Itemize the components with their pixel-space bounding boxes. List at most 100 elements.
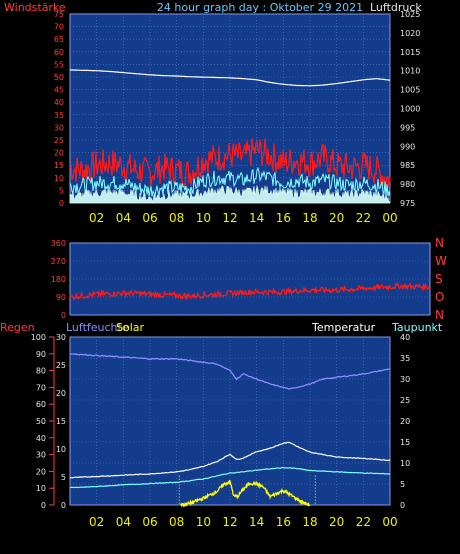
climate-panel: 0102030405060708090100051015202530051015… (31, 333, 410, 529)
wind-tick-label: 35 (54, 111, 64, 120)
compass-label: N (435, 308, 444, 322)
time-axis-label: 20 (329, 211, 344, 225)
pressure-tick-label: 1000 (400, 105, 420, 114)
wind-plot-area (69, 13, 391, 204)
humidity-series (69, 353, 391, 390)
pressure-tick-label: 1005 (400, 86, 420, 95)
climate-panel-headers: Regen Luftfeuchte Solar Temperatur Taupu… (0, 321, 443, 334)
pressure-tick-label: 995 (400, 123, 415, 132)
solar-tick-label: 30 (56, 333, 66, 342)
time-axis-label: 16 (276, 211, 291, 225)
wind-tick-label: 40 (54, 98, 64, 107)
compass-label: N (435, 236, 444, 250)
direction-tick-label: 0 (61, 311, 66, 320)
time-axis-label: 06 (142, 211, 157, 225)
header-solar: Solar (116, 321, 145, 334)
humidity-tick-label: 70 (36, 383, 46, 392)
wind-speed-series (69, 166, 391, 198)
time-axis-label: 18 (302, 515, 317, 529)
solar-tick-label: 10 (56, 445, 66, 454)
wind-tick-label: 65 (54, 35, 64, 44)
time-axis-label: 20 (329, 515, 344, 529)
humidity-tick-label: 80 (36, 367, 46, 376)
humidity-tick-label: 10 (36, 484, 46, 493)
wind-gust-fill-series (69, 185, 391, 204)
temperature-tick-label: 10 (400, 459, 410, 468)
temperature-series (69, 441, 391, 479)
time-axis-label: 22 (356, 515, 371, 529)
solar-tick-label: 25 (56, 361, 66, 370)
time-axis-label: 00 (382, 515, 397, 529)
temperature-tick-label: 25 (400, 396, 410, 405)
wind-tick-label: 0 (59, 199, 64, 208)
temperature-tick-label: 20 (400, 417, 410, 426)
wind-pressure-panel: 0510152025303540455055606570759759809859… (54, 10, 421, 225)
compass-label: O (435, 290, 444, 304)
pressure-tick-label: 1015 (400, 48, 420, 57)
time-axis-label: 08 (169, 515, 184, 529)
direction-tick-label: 270 (51, 257, 66, 266)
temperature-tick-label: 30 (400, 375, 410, 384)
humidity-tick-label: 50 (36, 417, 46, 426)
time-axis-label: 14 (249, 515, 264, 529)
pressure-tick-label: 1020 (400, 29, 420, 38)
compass-label: W (435, 254, 447, 268)
header-luftfeuchte: Luftfeuchte (66, 321, 129, 334)
wind-tick-label: 5 (59, 186, 64, 195)
solar-tick-label: 0 (61, 501, 66, 510)
pressure-axis-title: Luftdruck (370, 1, 422, 14)
wind-tick-label: 10 (54, 174, 64, 183)
wind-tick-label: 45 (54, 86, 64, 95)
humidity-tick-label: 100 (31, 333, 46, 342)
temperature-tick-label: 35 (400, 354, 410, 363)
time-axis-label: 00 (382, 211, 397, 225)
humidity-tick-label: 90 (36, 350, 46, 359)
direction-tick-label: 180 (51, 275, 66, 284)
time-axis-label: 04 (116, 211, 131, 225)
pressure-tick-label: 990 (400, 142, 415, 151)
humidity-tick-label: 40 (36, 434, 46, 443)
wind-tick-label: 30 (54, 123, 64, 132)
solar-tick-label: 5 (61, 473, 66, 482)
header-taupunkt: Taupunkt (391, 321, 443, 334)
pressure-tick-label: 1010 (400, 67, 420, 76)
header-temperatur: Temperatur (311, 321, 376, 334)
humidity-tick-label: 30 (36, 451, 46, 460)
time-axis-label: 10 (196, 211, 211, 225)
wind-tick-label: 75 (54, 10, 64, 19)
pressure-tick-label: 1025 (400, 10, 420, 19)
time-axis-label: 18 (302, 211, 317, 225)
chart-title: 24 hour graph day : Oktober 29 2021 (157, 1, 363, 14)
time-axis-label: 04 (116, 515, 131, 529)
time-axis-label: 10 (196, 515, 211, 529)
wind-direction-series (69, 281, 431, 301)
direction-tick-label: 90 (56, 293, 66, 302)
wind-tick-label: 55 (54, 60, 64, 69)
time-axis-label: 02 (89, 211, 104, 225)
time-axis-label: 06 (142, 515, 157, 529)
solar-tick-label: 20 (56, 389, 66, 398)
humidity-tick-label: 0 (41, 501, 46, 510)
temperature-tick-label: 0 (400, 501, 405, 510)
time-axis-label: 12 (222, 515, 237, 529)
time-axis-label: 12 (222, 211, 237, 225)
wind-tick-label: 15 (54, 161, 64, 170)
solar-tick-label: 15 (56, 417, 66, 426)
time-axis-label: 16 (276, 515, 291, 529)
compass-label: S (435, 272, 443, 286)
wind-tick-label: 60 (54, 48, 64, 57)
pressure-tick-label: 980 (400, 180, 415, 189)
pressure-tick-label: 975 (400, 199, 415, 208)
humidity-tick-label: 20 (36, 467, 46, 476)
temperature-tick-label: 15 (400, 438, 410, 447)
time-axis-label: 08 (169, 211, 184, 225)
solar-series (180, 479, 311, 508)
temperature-tick-label: 5 (400, 480, 405, 489)
direction-tick-label: 360 (51, 239, 66, 248)
time-axis-label: 22 (356, 211, 371, 225)
wind-gust-series (69, 138, 391, 189)
humidity-tick-label: 60 (36, 400, 46, 409)
time-axis-label: 14 (249, 211, 264, 225)
